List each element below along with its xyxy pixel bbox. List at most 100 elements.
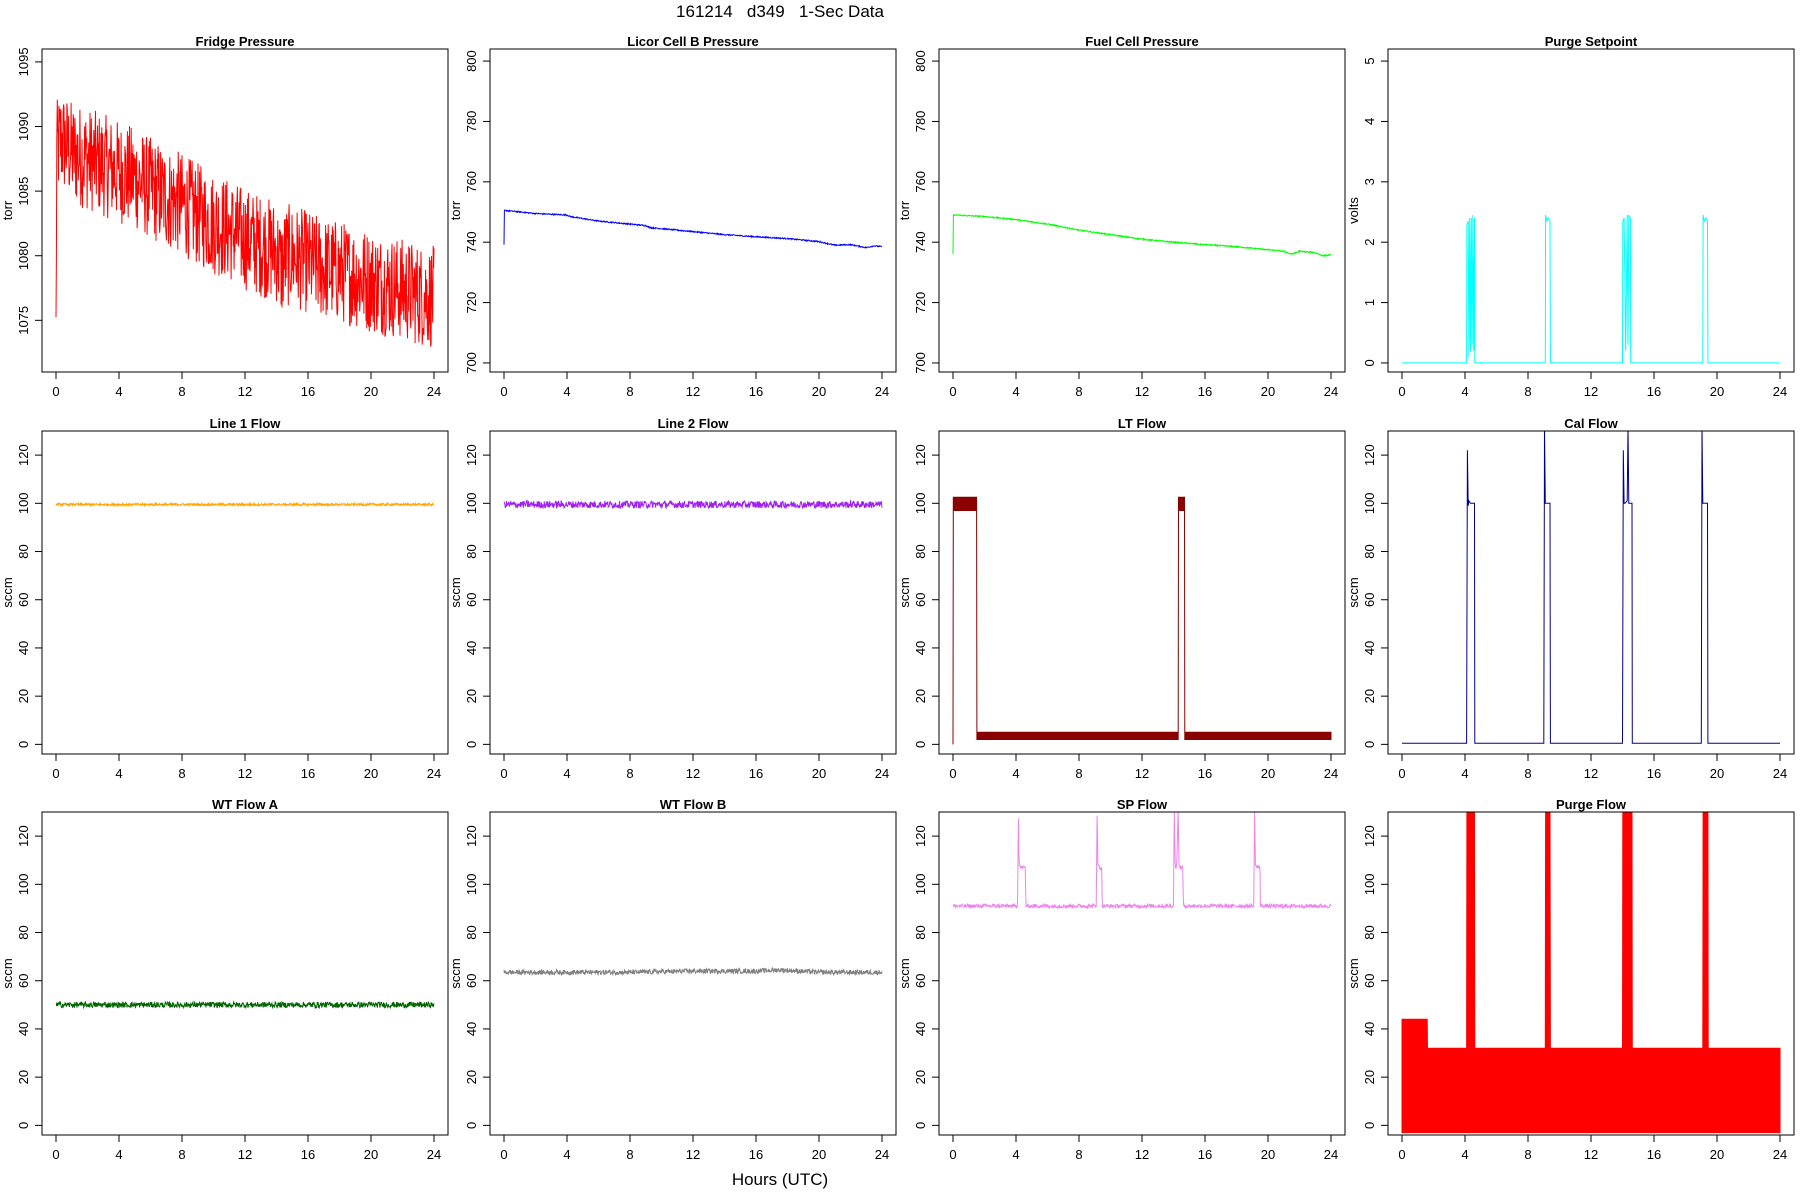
series-line — [503, 499, 883, 510]
y-tick-label: 1080 — [16, 241, 31, 270]
y-tick-label: 80 — [913, 544, 928, 558]
x-tick-label: 16 — [1647, 1147, 1661, 1162]
y-tick-label: 20 — [464, 689, 479, 703]
series-line — [1402, 431, 1780, 744]
plot-frame — [938, 430, 1346, 755]
y-tick-label: 100 — [1362, 492, 1377, 514]
x-tick-label: 8 — [1524, 1147, 1531, 1162]
y-tick-label: 80 — [16, 544, 31, 558]
x-tick-label: 8 — [178, 384, 185, 399]
y-axis-label: sccm — [448, 577, 463, 607]
x-tick-label: 24 — [1324, 384, 1338, 399]
x-tick-label: 4 — [1461, 1147, 1468, 1162]
x-tick-label: 20 — [812, 1147, 826, 1162]
y-tick-label: 40 — [1362, 641, 1377, 655]
chart-title: Fuel Cell Pressure — [1085, 34, 1198, 49]
chart-panel: WT Flow B sccm 0 4 8 12 16 20 24 0 20 40 60 80 100 120 — [448, 797, 897, 1162]
x-tick-label: 0 — [500, 384, 507, 399]
y-tick-label: 80 — [1362, 925, 1377, 939]
chart-title: Fridge Pressure — [196, 34, 295, 49]
y-tick-label: 20 — [1362, 689, 1377, 703]
y-tick-label: 120 — [1362, 444, 1377, 466]
x-tick-label: 16 — [1647, 766, 1661, 781]
y-tick-label: 100 — [464, 492, 479, 514]
x-tick-label: 16 — [1198, 384, 1212, 399]
x-tick-label: 12 — [238, 384, 252, 399]
y-tick-label: 80 — [464, 544, 479, 558]
y-tick-label: 60 — [1362, 592, 1377, 606]
x-tick-label: 12 — [1135, 1147, 1149, 1162]
y-tick-label: 720 — [913, 292, 928, 314]
y-tick-label: 60 — [464, 592, 479, 606]
y-tick-label: 740 — [913, 231, 928, 253]
x-tick-label: 16 — [1198, 766, 1212, 781]
chart-panel: LT Flow sccm 0 4 8 12 16 20 24 0 20 40 60 80 100 120 — [897, 416, 1346, 781]
x-tick-label: 16 — [301, 384, 315, 399]
x-tick-label: 20 — [1710, 384, 1724, 399]
y-axis-label: torr — [448, 200, 463, 220]
y-tick-label: 0 — [16, 1122, 31, 1129]
chart-panel: Purge Flow sccm 0 4 8 12 16 20 24 0 20 40 60 80 100 120 — [1346, 797, 1795, 1162]
y-axis-label: sccm — [448, 958, 463, 988]
y-tick-label: 20 — [913, 689, 928, 703]
x-tick-label: 20 — [1261, 1147, 1275, 1162]
x-tick-label: 0 — [500, 766, 507, 781]
x-axis-title: Hours (UTC) — [731, 1170, 829, 1189]
data-layer — [1402, 214, 1780, 364]
data-layer — [952, 812, 1332, 910]
chart-panel: Line 2 Flow sccm 0 4 8 12 16 20 24 0 20 40 60 80 100 12… — [448, 416, 897, 781]
y-tick-label: 0 — [1362, 1122, 1377, 1129]
x-tick-label: 20 — [1261, 384, 1275, 399]
data-layer — [55, 501, 435, 508]
x-tick-label: 16 — [749, 384, 763, 399]
y-tick-label: 720 — [464, 292, 479, 314]
data-layer — [952, 213, 1332, 258]
data-layer — [952, 496, 1332, 745]
y-tick-label: 0 — [1362, 359, 1377, 366]
x-tick-label: 0 — [1398, 766, 1405, 781]
y-axis-label: sccm — [1346, 577, 1361, 607]
plot-frame — [1387, 48, 1795, 373]
data-layer — [503, 499, 883, 510]
chart-title: WT Flow A — [212, 797, 279, 812]
chart-title: Licor Cell B Pressure — [627, 34, 759, 49]
y-tick-label: 60 — [464, 973, 479, 987]
x-tick-label: 24 — [875, 384, 889, 399]
y-tick-label: 1095 — [16, 47, 31, 76]
x-tick-label: 12 — [686, 384, 700, 399]
x-tick-label: 0 — [1398, 384, 1405, 399]
y-tick-label: 100 — [1362, 873, 1377, 895]
x-tick-label: 12 — [1135, 384, 1149, 399]
x-tick-label: 0 — [500, 1147, 507, 1162]
x-tick-label: 20 — [812, 384, 826, 399]
y-tick-label: 1090 — [16, 112, 31, 141]
y-tick-label: 740 — [464, 231, 479, 253]
series-area — [1401, 812, 1781, 1134]
y-tick-label: 700 — [464, 352, 479, 374]
x-tick-label: 12 — [1584, 1147, 1598, 1162]
y-tick-label: 0 — [16, 741, 31, 748]
x-tick-label: 16 — [1647, 384, 1661, 399]
y-axis-label: sccm — [1346, 958, 1361, 988]
x-tick-label: 0 — [949, 766, 956, 781]
y-tick-label: 1075 — [16, 306, 31, 335]
x-tick-label: 4 — [563, 766, 570, 781]
data-layer — [55, 1000, 435, 1010]
x-tick-label: 24 — [1773, 766, 1787, 781]
chart-title: SP Flow — [1117, 797, 1168, 812]
y-tick-label: 40 — [913, 641, 928, 655]
series-line — [952, 812, 1332, 910]
plot-frame — [41, 811, 449, 1136]
y-tick-label: 120 — [913, 444, 928, 466]
x-tick-label: 8 — [626, 1147, 633, 1162]
x-tick-label: 24 — [427, 766, 441, 781]
x-tick-label: 16 — [301, 1147, 315, 1162]
y-tick-label: 120 — [16, 825, 31, 847]
y-tick-label: 2 — [1362, 239, 1377, 246]
x-tick-label: 4 — [1461, 766, 1468, 781]
chart-title: WT Flow B — [660, 797, 726, 812]
y-axis-label: torr — [0, 200, 15, 220]
x-tick-label: 0 — [52, 766, 59, 781]
